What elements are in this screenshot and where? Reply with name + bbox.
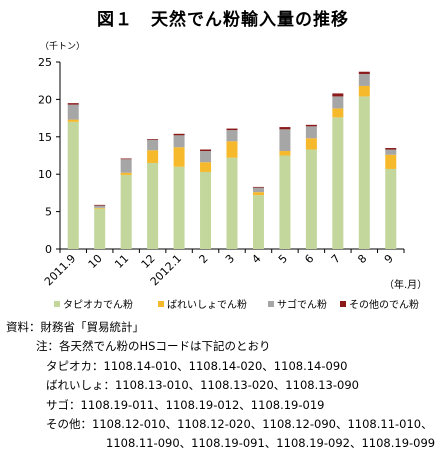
bar-segment-tapioca (332, 117, 344, 250)
bar-segment-tapioca (200, 171, 212, 249)
x-tick-label: 10 (86, 252, 105, 271)
x-axis-label: （年.月） (384, 278, 427, 291)
bar-segment-other (252, 186, 264, 188)
bar-segment-tapioca (120, 174, 132, 249)
y-tick-label: 5 (45, 206, 52, 219)
hs-code-note: 注：各天然でん粉のHSコードは下記のとおり (36, 339, 271, 354)
bar-segment-tapioca (226, 157, 238, 249)
y-tick-label: 15 (38, 131, 52, 144)
y-tick-label: 20 (38, 93, 52, 106)
bar-segment-other (385, 148, 397, 150)
bar-segment-potato (305, 138, 317, 150)
x-tick-label: 9 (382, 252, 396, 266)
x-tick-label: 7 (329, 252, 343, 266)
y-tick-label: 25 (38, 56, 52, 69)
x-tick-label: 5 (276, 252, 290, 266)
y-tick-label: 10 (38, 168, 52, 181)
bar-segment-tapioca (385, 168, 397, 249)
bar-segment-sago (279, 129, 291, 152)
bar-segment-sago (120, 159, 132, 173)
bar-segment-sago (200, 151, 212, 163)
x-tick-label: 8 (355, 252, 369, 266)
bar-segment-sago (332, 96, 344, 109)
bar-segment-tapioca (94, 208, 106, 249)
x-tick-label: 11 (112, 252, 131, 271)
bar-segment-other (94, 204, 106, 206)
sago-codes: サゴ：1108.19-011、1108.19-012、1108.19-019 (46, 397, 325, 412)
bar-segment-other (332, 93, 344, 97)
source-note: 資料：財務省「貿易統計」 (6, 320, 144, 334)
bar-segment-other (147, 139, 159, 140)
bar-segment-tapioca (279, 155, 291, 249)
bar-segment-other (120, 158, 132, 160)
x-tick-label: 2 (197, 252, 211, 266)
legend-potato-label: ばれいしょでん粉 (167, 298, 247, 311)
bar-segment-other (305, 124, 317, 127)
potato-codes: ばれいしょ：1108.13-010、1108.13-020、1108.13-09… (46, 378, 359, 393)
legend-tapioca-label: タピオカでん粉 (63, 298, 133, 311)
bar-segment-sago (252, 187, 264, 193)
bar-segment-tapioca (305, 149, 317, 249)
x-tick-label: 4 (249, 252, 263, 266)
chart-title: 図１ 天然でん粉輸入量の推移 (97, 10, 349, 30)
bar-segment-potato (94, 207, 106, 209)
bar-segment-tapioca (358, 96, 370, 250)
bar-segment-sago (226, 130, 238, 142)
bar-segment-tapioca (173, 166, 185, 249)
bar-segment-potato (226, 141, 238, 158)
bar-segment-potato (67, 119, 79, 122)
legend-sago-label: サゴでん粉 (277, 298, 327, 311)
other-codes: その他：1108.12-010、1108.12-020、1108.12-090、… (46, 417, 433, 432)
bar-segment-sago (385, 149, 397, 155)
bar-segment-potato (252, 192, 264, 196)
x-tick-label: 12 (139, 252, 158, 271)
bar-segment-other (200, 149, 212, 152)
bar-segment-other (67, 103, 79, 105)
bar-segment-sago (173, 135, 185, 148)
bar-segment-sago (94, 205, 106, 208)
bar-segment-sago (67, 104, 79, 120)
bar-segment-tapioca (252, 195, 264, 249)
bar-segment-tapioca (67, 121, 79, 249)
notes: 資料：財務省「貿易統計」 注：各天然でん粉のHSコードは下記のとおり タピオカ：… (6, 318, 444, 454)
legend-potato-swatch (158, 301, 164, 307)
legend-sago-swatch (268, 301, 274, 307)
bar-segment-potato (173, 147, 185, 167)
bar-segment-other (173, 133, 185, 136)
bar-segment-sago (147, 139, 159, 151)
bar-segment-potato (279, 151, 291, 156)
x-tick-label: 6 (302, 252, 316, 266)
bar-segment-other (279, 127, 291, 130)
bar-segment-sago (305, 126, 317, 139)
bar-segment-potato (332, 108, 344, 118)
bar-segment-potato (358, 85, 370, 97)
bar-segment-other (226, 128, 238, 131)
bar-segment-sago (358, 73, 370, 86)
bar-segment-other (358, 71, 370, 74)
other-codes-continued: 1108.11-090、1108.19-091、1108.19-092、1108… (106, 436, 436, 451)
bar-segment-potato (120, 172, 132, 175)
bar-segment-tapioca (147, 162, 159, 249)
bar-segment-potato (200, 162, 212, 172)
legend-tapioca-swatch (54, 301, 60, 307)
tapioca-codes: タピオカ：1108.14-010、1108.14-020、1108.14-090 (46, 358, 348, 373)
legend-other-label: その他のでん粉 (349, 298, 419, 311)
x-tick-label: 3 (223, 252, 237, 266)
bar-segment-potato (147, 150, 159, 163)
x-tick-label: 2011.9 (42, 252, 78, 288)
bar-segment-potato (385, 154, 397, 169)
y-tick-label: 0 (45, 243, 52, 256)
legend-other-swatch (340, 301, 346, 307)
y-axis-label: （千トン） (40, 41, 85, 52)
